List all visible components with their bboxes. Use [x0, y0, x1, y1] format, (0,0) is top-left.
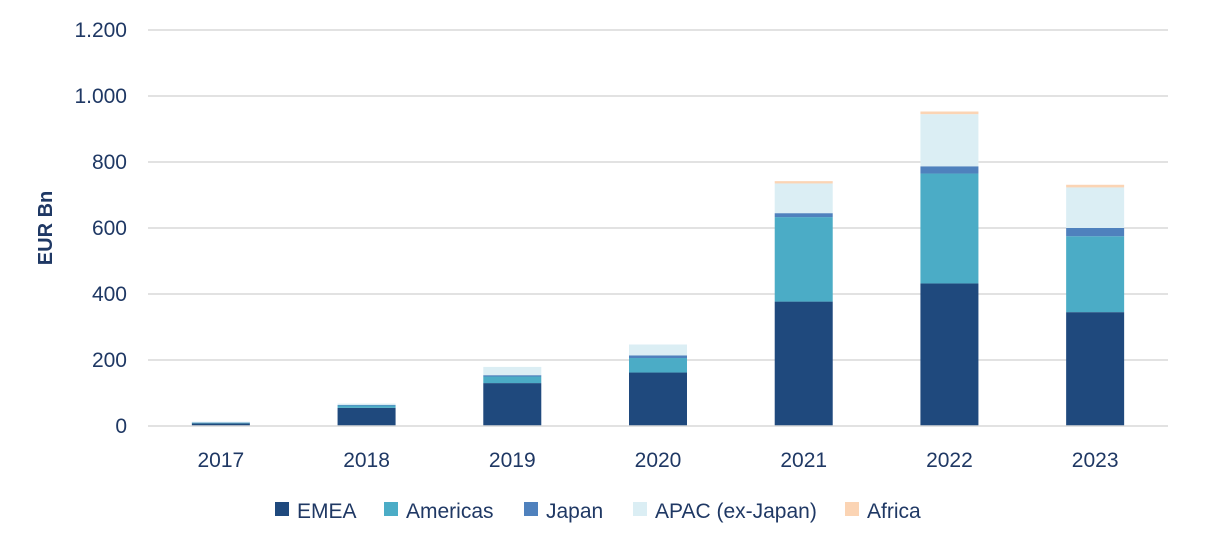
bar-2022-japan [920, 166, 979, 174]
legend-label: Africa [867, 500, 921, 523]
bar-2017-apac-ex-japan [191, 421, 250, 423]
bar-2023-americas [1066, 236, 1125, 313]
bar-2019-emea [483, 383, 542, 426]
bar-2020-americas [629, 358, 687, 373]
bar-2021-apac-ex-japan [774, 183, 833, 214]
bar-2023-emea [1066, 312, 1125, 426]
bar-2019-japan [483, 375, 542, 377]
bar-2020-emea [629, 372, 687, 426]
x-tick-label: 2017 [197, 449, 244, 472]
bar-2023-africa [1066, 184, 1125, 188]
bar-2020-apac-ex-japan [629, 344, 687, 356]
y-axis-title: EUR Bn [35, 191, 57, 265]
legend-label: Japan [546, 500, 603, 523]
y-tick-label: 600 [92, 217, 127, 240]
legend-swatch-africa [845, 502, 859, 516]
bar-2018-apac-ex-japan [337, 403, 396, 405]
bar-2019-americas [483, 376, 542, 384]
bar-2021-africa [774, 181, 833, 184]
y-tick-label: 200 [92, 349, 127, 372]
x-tick-label: 2023 [1072, 449, 1119, 472]
y-tick-label: 0 [115, 415, 127, 438]
bar-2022-americas [920, 173, 979, 284]
legend-label: APAC (ex-Japan) [655, 500, 817, 523]
legend-swatch-emea [275, 502, 289, 516]
bar-2018-japan [337, 404, 396, 406]
bar-2023-apac-ex-japan [1066, 187, 1125, 228]
bar-2021-americas [774, 217, 833, 302]
bar-2017-emea [191, 423, 250, 426]
legend-swatch-americas [384, 502, 398, 516]
bar-2019-apac-ex-japan [483, 366, 542, 376]
x-axis-ticks: 2017 2018 2019 2020 2021 2022 2023 [197, 449, 1118, 472]
legend: EMEA Americas Japan APAC (ex-Japan) Africa [275, 500, 921, 523]
bar-2021-japan [774, 213, 833, 218]
bar-2018-emea [337, 407, 396, 426]
legend-swatch-apac-ex-japan [633, 502, 647, 516]
gridlines [148, 29, 1168, 361]
bars [191, 111, 1125, 426]
bar-2020-japan [629, 355, 687, 359]
bar-2022-emea [920, 283, 979, 426]
x-tick-label: 2021 [780, 449, 827, 472]
x-tick-label: 2022 [926, 449, 973, 472]
y-tick-label: 1.000 [74, 85, 127, 108]
bar-2018-americas [337, 405, 396, 408]
bar-2022-africa [920, 111, 979, 115]
legend-label: EMEA [297, 500, 357, 523]
y-tick-label: 1.200 [74, 19, 127, 42]
y-tick-label: 800 [92, 151, 127, 174]
x-tick-label: 2020 [635, 449, 682, 472]
y-tick-label: 400 [92, 283, 127, 306]
bar-2022-apac-ex-japan [920, 114, 979, 167]
bar-2021-emea [774, 301, 833, 426]
y-axis-ticks: 0 200 400 600 800 1.000 1.200 [74, 19, 127, 438]
x-tick-label: 2019 [489, 449, 536, 472]
legend-swatch-japan [524, 502, 538, 516]
x-tick-label: 2018 [343, 449, 390, 472]
bar-2017-americas [191, 422, 250, 424]
legend-label: Americas [406, 500, 494, 523]
bar-2023-japan [1066, 228, 1125, 237]
